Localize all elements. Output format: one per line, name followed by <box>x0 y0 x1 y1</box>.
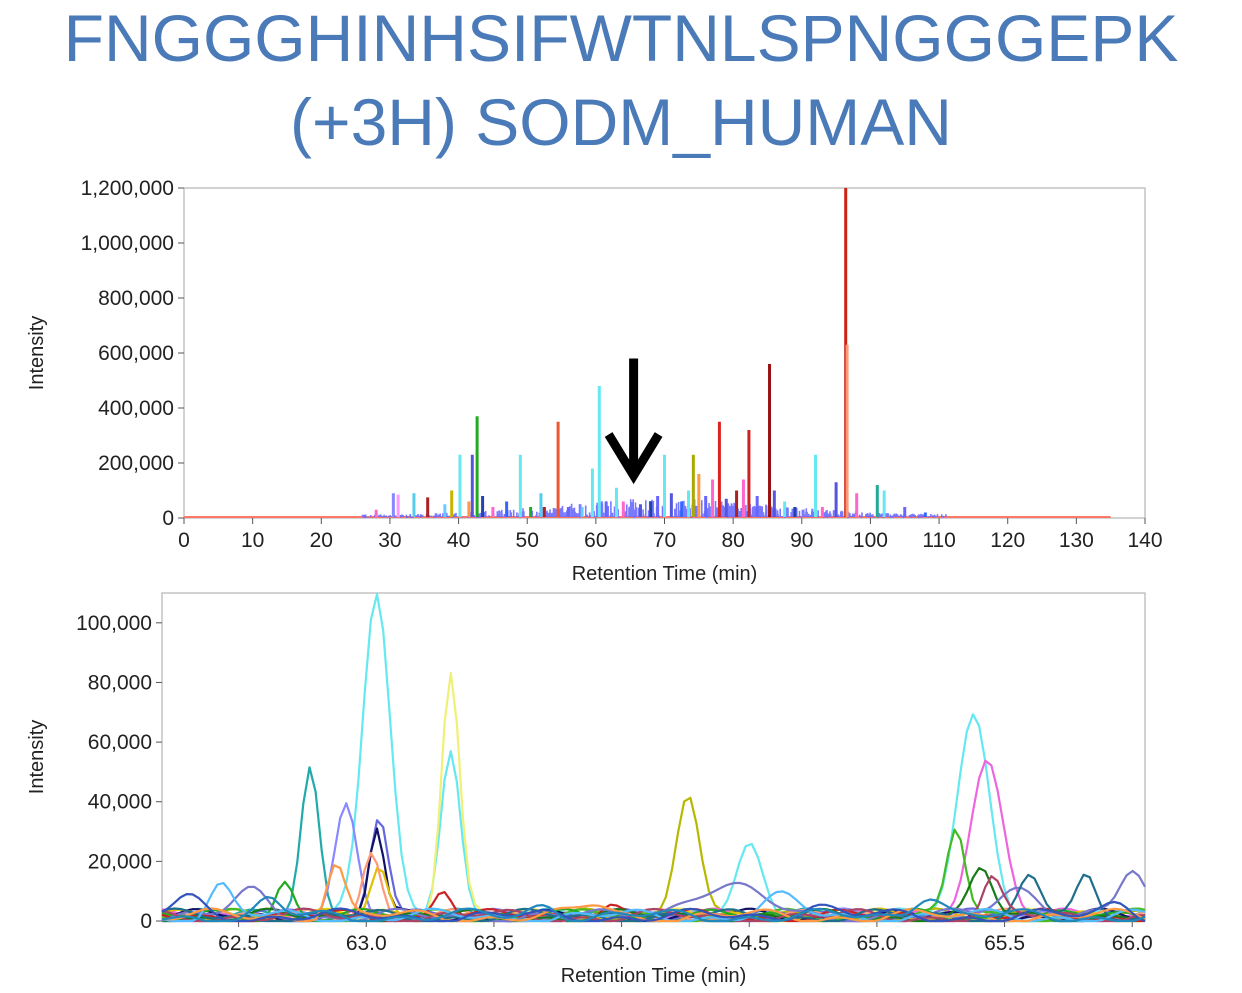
x-tick-label: 64.5 <box>729 932 770 955</box>
y-tick-label: 80,000 <box>88 671 152 694</box>
x-tick-label: 10 <box>241 529 264 552</box>
y-tick-label: 1,000,000 <box>81 232 174 255</box>
y-tick-label: 200,000 <box>98 452 174 475</box>
chart-title-charge-protein: (+3H) SODM_HUMAN <box>290 85 952 159</box>
y-axis-label: Intensity <box>26 316 48 390</box>
x-tick-label: 65.0 <box>856 932 897 955</box>
y-tick-label: 0 <box>140 910 152 933</box>
y-axis-label: Intensity <box>26 720 48 794</box>
x-tick-label: 60 <box>584 529 607 552</box>
x-tick-label: 64.0 <box>601 932 642 955</box>
y-tick-label: 40,000 <box>88 791 152 814</box>
chart-title-sequence: FNGGGHINHSIFWTNLSPNGGGEPK <box>63 1 1179 75</box>
y-tick-label: 400,000 <box>98 397 174 420</box>
arrow-head <box>604 432 663 485</box>
x-tick-label: 0 <box>178 529 190 552</box>
x-axis-label: Retention Time (min) <box>572 563 758 585</box>
y-tick-label: 20,000 <box>88 850 152 873</box>
x-tick-label: 63.0 <box>346 932 387 955</box>
plot-area <box>161 592 1146 922</box>
series-line <box>161 875 1146 923</box>
x-tick-label: 100 <box>853 529 888 552</box>
x-tick-label: 140 <box>1127 529 1162 552</box>
series-line <box>161 895 1146 923</box>
y-tick-label: 600,000 <box>98 342 174 365</box>
x-tick-label: 70 <box>653 529 676 552</box>
x-tick-label: 130 <box>1059 529 1094 552</box>
y-tick-label: 0 <box>162 507 174 530</box>
down-arrow-icon <box>604 358 663 485</box>
x-tick-label: 40 <box>447 529 470 552</box>
series-line <box>161 873 1146 923</box>
x-tick-label: 90 <box>790 529 813 552</box>
x-tick-label: 80 <box>721 529 744 552</box>
x-axis-label: Retention Time (min) <box>561 965 747 987</box>
x-tick-label: 110 <box>922 529 955 552</box>
y-tick-label: 1,200,000 <box>81 177 174 200</box>
y-tick-label: 100,000 <box>76 612 152 635</box>
y-tick-label: 60,000 <box>88 731 152 754</box>
x-tick-label: 62.5 <box>218 932 259 955</box>
x-tick-label: 30 <box>378 529 401 552</box>
x-tick-label: 120 <box>990 529 1025 552</box>
x-tick-label: 20 <box>310 529 333 552</box>
y-tick-label: 800,000 <box>98 287 174 310</box>
x-tick-label: 66.0 <box>1112 932 1153 955</box>
x-tick-label: 50 <box>516 529 539 552</box>
x-tick-label: 63.5 <box>473 932 514 955</box>
x-tick-label: 65.5 <box>984 932 1025 955</box>
